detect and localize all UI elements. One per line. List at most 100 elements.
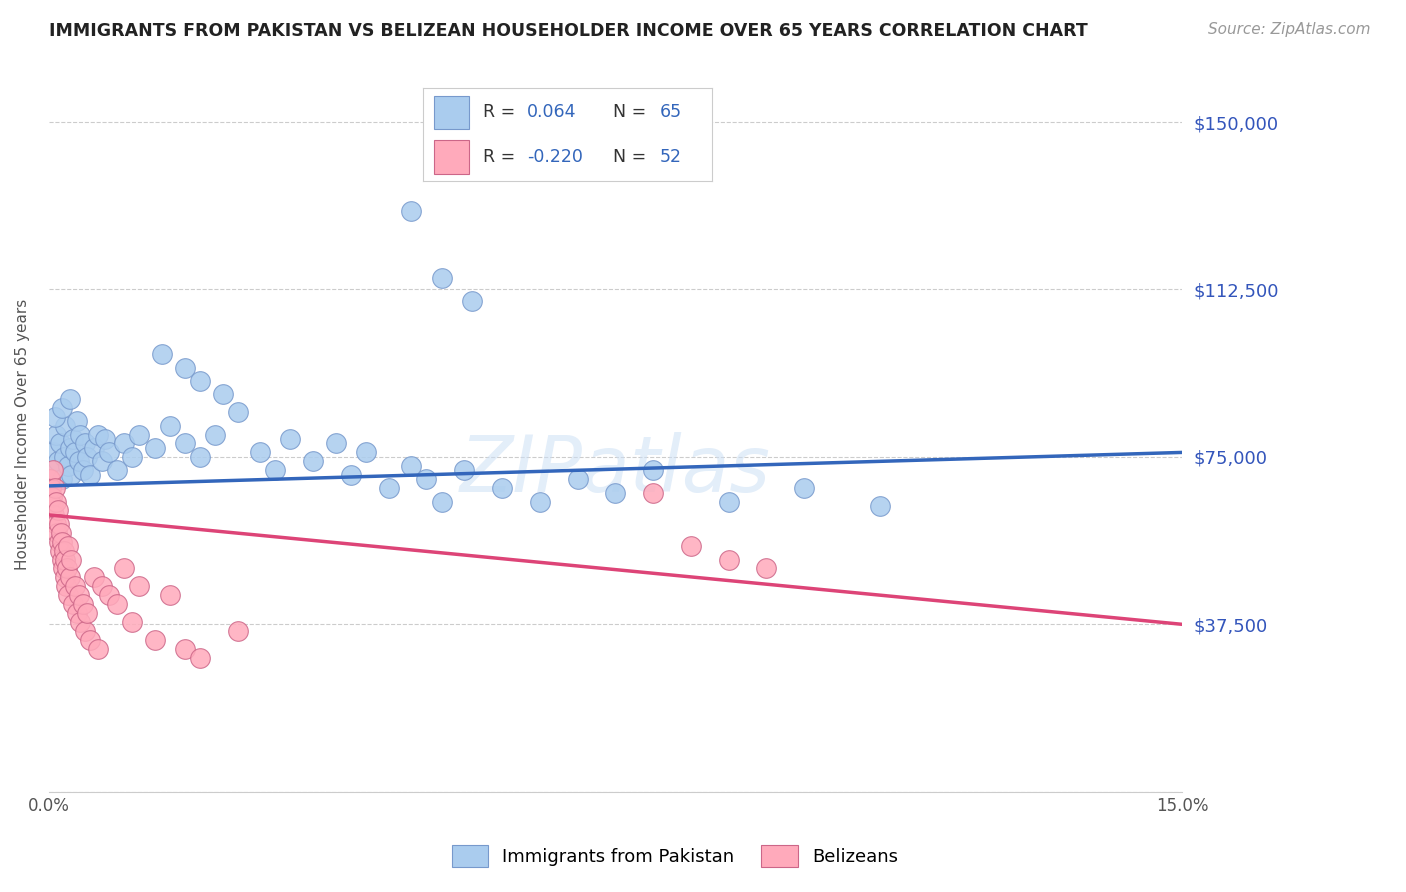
Point xyxy=(55,579,77,593)
Point xyxy=(188,450,211,464)
Point xyxy=(67,454,90,468)
Point xyxy=(56,458,79,473)
Point xyxy=(41,445,63,459)
Point xyxy=(461,293,484,308)
Text: Source: ZipAtlas.com: Source: ZipAtlas.com xyxy=(1208,22,1371,37)
Point xyxy=(39,472,62,486)
Point xyxy=(63,579,86,593)
Point xyxy=(42,463,65,477)
Point xyxy=(45,494,67,508)
Point xyxy=(98,588,121,602)
Point xyxy=(83,570,105,584)
Point xyxy=(94,432,117,446)
Point xyxy=(354,445,377,459)
Point xyxy=(42,508,65,522)
Point xyxy=(49,543,72,558)
Point xyxy=(59,392,82,406)
Point xyxy=(755,561,778,575)
Point xyxy=(69,615,91,629)
Point xyxy=(83,441,105,455)
Point xyxy=(49,436,72,450)
Point xyxy=(415,472,437,486)
Point xyxy=(121,450,143,464)
Point xyxy=(46,525,69,540)
Text: ZIPatlas: ZIPatlas xyxy=(460,433,770,508)
Point xyxy=(41,490,63,504)
Point xyxy=(72,463,94,477)
Point xyxy=(173,360,195,375)
Point xyxy=(62,432,84,446)
Point xyxy=(643,463,665,477)
Point xyxy=(45,427,67,442)
Point xyxy=(41,463,63,477)
Point xyxy=(48,534,70,549)
Point xyxy=(211,387,233,401)
Point xyxy=(52,543,75,558)
Point xyxy=(44,409,66,424)
Point xyxy=(112,436,135,450)
Point xyxy=(59,570,82,584)
Point xyxy=(325,436,347,450)
Point xyxy=(491,481,513,495)
Point xyxy=(717,494,740,508)
Point xyxy=(53,418,76,433)
Point xyxy=(60,552,83,566)
Point xyxy=(143,632,166,647)
Point xyxy=(529,494,551,508)
Point xyxy=(128,427,150,442)
Point xyxy=(39,481,62,495)
Point xyxy=(76,450,98,464)
Point xyxy=(430,494,453,508)
Point xyxy=(105,463,128,477)
Point xyxy=(567,472,589,486)
Point xyxy=(87,641,110,656)
Point xyxy=(56,539,79,553)
Point xyxy=(51,472,73,486)
Point xyxy=(63,445,86,459)
Point xyxy=(67,588,90,602)
Point xyxy=(52,450,75,464)
Point xyxy=(173,436,195,450)
Point xyxy=(66,606,89,620)
Point xyxy=(143,441,166,455)
Point xyxy=(46,454,69,468)
Point xyxy=(302,454,325,468)
Point xyxy=(188,650,211,665)
Point xyxy=(76,606,98,620)
Point xyxy=(226,405,249,419)
Point xyxy=(377,481,399,495)
Point xyxy=(52,561,75,575)
Point xyxy=(128,579,150,593)
Legend: Immigrants from Pakistan, Belizeans: Immigrants from Pakistan, Belizeans xyxy=(444,838,905,874)
Point xyxy=(48,516,70,531)
Point xyxy=(56,561,79,575)
Point xyxy=(58,588,80,602)
Point xyxy=(159,418,181,433)
Point xyxy=(150,347,173,361)
Point xyxy=(717,552,740,566)
Point xyxy=(401,458,423,473)
Point xyxy=(46,503,69,517)
Point xyxy=(430,271,453,285)
Point xyxy=(121,615,143,629)
Point xyxy=(173,641,195,656)
Point xyxy=(793,481,815,495)
Point xyxy=(42,499,65,513)
Point xyxy=(188,374,211,388)
Point xyxy=(87,427,110,442)
Y-axis label: Householder Income Over 65 years: Householder Income Over 65 years xyxy=(15,299,30,570)
Point xyxy=(72,597,94,611)
Point xyxy=(49,525,72,540)
Point xyxy=(51,534,73,549)
Point xyxy=(69,427,91,442)
Point xyxy=(280,432,302,446)
Point xyxy=(60,467,83,482)
Point xyxy=(226,624,249,638)
Point xyxy=(51,401,73,415)
Point xyxy=(73,624,96,638)
Point xyxy=(340,467,363,482)
Point xyxy=(264,463,287,477)
Point xyxy=(90,579,112,593)
Point xyxy=(249,445,271,459)
Point xyxy=(73,436,96,450)
